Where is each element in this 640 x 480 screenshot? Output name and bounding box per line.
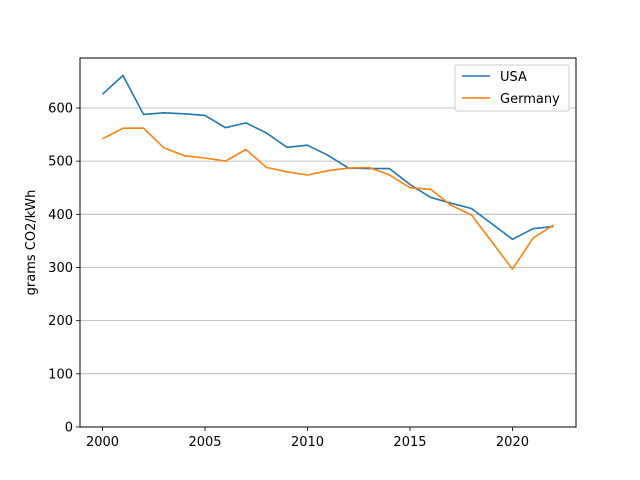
- legend-label: USA: [500, 70, 527, 85]
- y-axis-ticks: 0 100 200 300 400 500 600: [48, 101, 80, 436]
- legend: USA Germany: [454, 64, 570, 112]
- legend-label: Germany: [500, 92, 560, 107]
- x-tick-label: 2015: [393, 435, 426, 450]
- series-line-2: [102, 127, 554, 270]
- y-tick-label: 500: [48, 155, 73, 170]
- x-tick-label: 2000: [86, 435, 119, 450]
- x-tick-label: 2010: [291, 435, 324, 450]
- y-tick-label: 200: [48, 314, 73, 329]
- y-tick-label: 100: [48, 367, 73, 382]
- series-line-1: [101, 74, 554, 241]
- y-tick-label: 0: [65, 421, 73, 436]
- y-tick-label: 300: [48, 261, 73, 276]
- gridlines: [80, 107, 576, 428]
- y-axis-label: grams CO2/kWh: [24, 190, 39, 296]
- x-axis-ticks: 2000 2005 2010 2015 2020: [86, 427, 529, 450]
- y-tick-label: 400: [48, 208, 73, 223]
- x-tick-label: 2020: [496, 435, 529, 450]
- series-lines: [101, 74, 554, 270]
- y-tick-label: 600: [48, 101, 73, 116]
- x-tick-label: 2005: [188, 435, 221, 450]
- plot-frame: [79, 57, 577, 428]
